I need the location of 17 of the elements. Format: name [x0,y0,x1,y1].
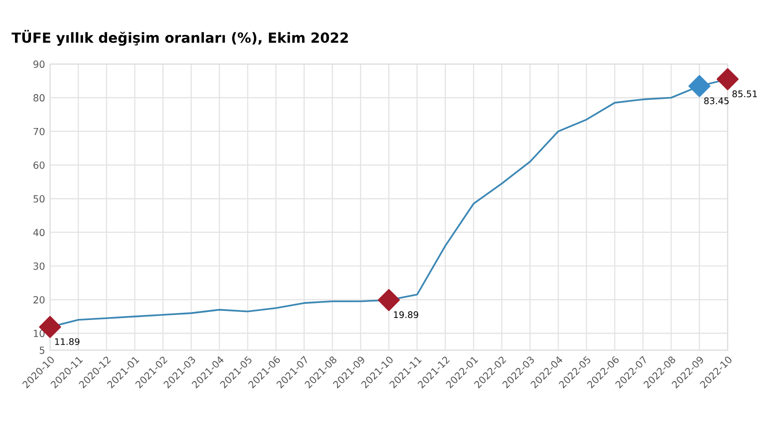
y-tick-label: 60 [33,162,45,169]
y-tick-label: 50 [34,195,45,203]
data-label: 85.51 [732,90,757,98]
point [716,68,739,90]
y-tick-label: 90 [33,60,45,68]
y-tick-label: 30 [34,262,45,270]
y-tick-label: 70 [34,128,45,136]
y-tick-label: 80 [33,94,45,102]
data-label: 83.45 [704,97,729,104]
data-label: 11.89 [55,338,80,346]
point [378,289,400,312]
y-tick-label: 5 [40,346,44,354]
y-tick-label: 20 [34,296,45,304]
point [688,75,710,98]
y-tick-label: 40 [33,228,45,236]
chart-title: TÜFE yıllık değişim oranları (%), Ekim 2022 [12,30,348,46]
data-label: 19.89 [394,311,418,318]
